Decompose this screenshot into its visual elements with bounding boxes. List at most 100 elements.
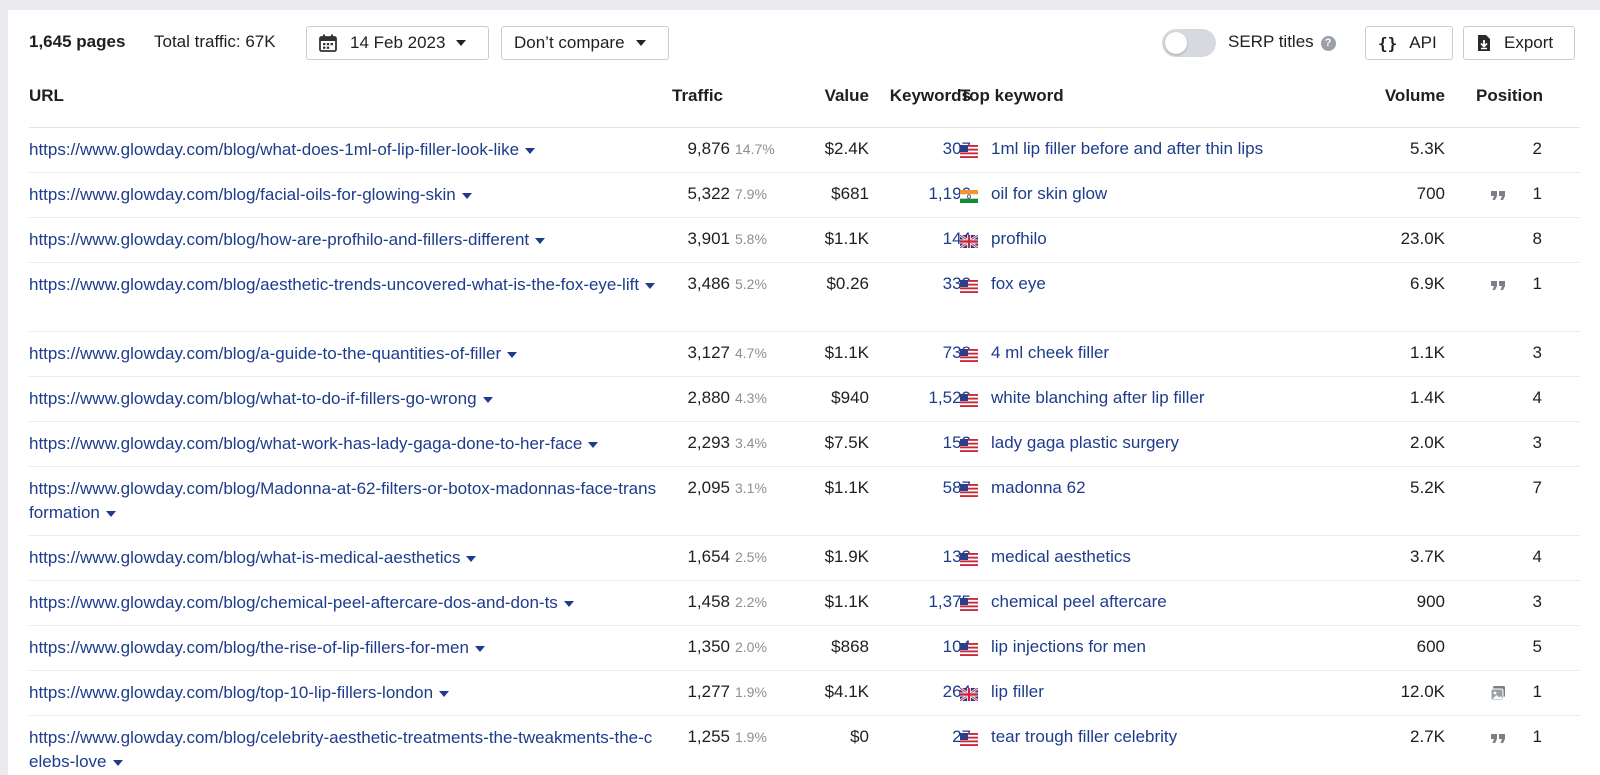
url-text[interactable]: https://www.glowday.com/blog/facial-oils… [29, 185, 456, 204]
top-keyword-link[interactable]: 4 ml cheek filler [991, 343, 1110, 362]
url-text[interactable]: https://www.glowday.com/blog/what-is-med… [29, 548, 461, 567]
table-row: https://www.glowday.com/blog/facial-oils… [29, 173, 1580, 218]
toolbar: 1,645 pages Total traffic: 67K 14 Feb 20… [8, 10, 1600, 74]
top-keyword-link[interactable]: medical aesthetics [991, 547, 1131, 566]
url-text[interactable]: https://www.glowday.com/blog/how-are-pro… [29, 230, 530, 249]
traffic-share: 2.2% [735, 594, 767, 610]
ranking-position: 3 [1532, 433, 1542, 452]
url-text[interactable]: https://www.glowday.com/blog/a-guide-to-… [29, 344, 502, 363]
url-link[interactable]: https://www.glowday.com/blog/what-to-do-… [29, 387, 657, 411]
chevron-down-icon[interactable] [563, 600, 574, 607]
traffic-share: 14.7% [735, 141, 775, 157]
url-link[interactable]: https://www.glowday.com/blog/facial-oils… [29, 183, 657, 207]
chevron-down-icon[interactable] [645, 282, 656, 289]
chevron-down-icon[interactable] [507, 351, 518, 358]
url-link[interactable]: https://www.glowday.com/blog/how-are-pro… [29, 228, 657, 252]
table-row: https://www.glowday.com/blog/what-work-h… [29, 422, 1580, 467]
chevron-down-icon[interactable] [535, 237, 546, 244]
url-link[interactable]: https://www.glowday.com/blog/what-is-med… [29, 546, 657, 570]
top-keyword-link[interactable]: tear trough filler celebrity [991, 727, 1178, 746]
url-link[interactable]: https://www.glowday.com/blog/a-guide-to-… [29, 342, 657, 366]
chevron-down-icon[interactable] [588, 441, 599, 448]
image-pack-icon [1490, 685, 1506, 701]
url-text[interactable]: https://www.glowday.com/blog/the-rise-of… [29, 638, 469, 657]
date-picker-button[interactable]: 14 Feb 2023 [306, 26, 489, 60]
traffic-share: 5.2% [735, 276, 767, 292]
url-link[interactable]: https://www.glowday.com/blog/the-rise-of… [29, 636, 657, 660]
column-header-value[interactable]: Value [824, 86, 869, 105]
url-link[interactable]: https://www.glowday.com/blog/top-10-lip-… [29, 681, 657, 705]
traffic-value-usd: $681 [831, 184, 869, 203]
url-link[interactable]: https://www.glowday.com/blog/what-work-h… [29, 432, 657, 456]
traffic-value-usd: $868 [831, 637, 869, 656]
ranking-position: 8 [1532, 229, 1542, 248]
top-keyword-link[interactable]: 1ml lip filler before and after thin lip… [991, 139, 1264, 158]
chevron-down-icon[interactable] [439, 690, 450, 697]
column-header-keywords[interactable]: Keywords [889, 86, 971, 105]
help-icon[interactable]: ? [1320, 35, 1336, 51]
traffic-value-usd: $0.26 [826, 274, 869, 293]
top-keyword-link[interactable]: madonna 62 [991, 478, 1086, 497]
ranking-position: 1 [1532, 184, 1542, 203]
url-text[interactable]: https://www.glowday.com/blog/what-does-1… [29, 140, 520, 159]
url-text[interactable]: https://www.glowday.com/blog/what-to-do-… [29, 389, 477, 408]
url-link[interactable]: https://www.glowday.com/blog/aesthetic-t… [29, 273, 657, 297]
column-header-position[interactable]: Position [1476, 86, 1544, 105]
column-header-url[interactable]: URL [29, 86, 64, 105]
top-keyword-link[interactable]: profhilo [991, 229, 1047, 248]
traffic-value-usd: $4.1K [824, 682, 869, 701]
api-label: API [1409, 33, 1437, 52]
top-keyword-link[interactable]: lip filler [991, 682, 1044, 701]
ranking-position: 7 [1532, 478, 1542, 497]
url-link[interactable]: https://www.glowday.com/blog/what-does-1… [29, 138, 657, 162]
chevron-down-icon[interactable] [474, 645, 485, 652]
top-keyword-link[interactable]: chemical peel aftercare [991, 592, 1167, 611]
top-pages-panel: 1,645 pages Total traffic: 67K 14 Feb 20… [8, 10, 1600, 775]
ranking-position: 3 [1532, 343, 1542, 362]
search-volume: 900 [1416, 592, 1445, 611]
column-header-top-keyword[interactable]: Top keyword [960, 86, 1064, 105]
url-text[interactable]: https://www.glowday.com/blog/top-10-lip-… [29, 683, 434, 702]
top-keyword-link[interactable]: fox eye [991, 274, 1046, 293]
table-row: https://www.glowday.com/blog/top-10-lip-… [29, 671, 1580, 716]
url-link[interactable]: https://www.glowday.com/blog/celebrity-a… [29, 726, 657, 774]
chevron-down-icon[interactable] [112, 759, 123, 766]
toggle-knob [1165, 32, 1187, 54]
url-link[interactable]: https://www.glowday.com/blog/chemical-pe… [29, 591, 657, 615]
url-text[interactable]: https://www.glowday.com/blog/chemical-pe… [29, 593, 558, 612]
url-link[interactable]: https://www.glowday.com/blog/Madonna-at-… [29, 477, 657, 525]
table-row: https://www.glowday.com/blog/what-to-do-… [29, 377, 1580, 422]
api-button[interactable]: {} API [1365, 26, 1453, 60]
traffic-value: 2,880 [687, 388, 730, 407]
download-icon [1478, 35, 1490, 51]
ranking-position: 2 [1532, 139, 1542, 158]
url-text[interactable]: https://www.glowday.com/blog/celebrity-a… [29, 728, 653, 771]
top-keyword-link[interactable]: lady gaga plastic surgery [991, 433, 1180, 452]
us-flag-icon [960, 482, 978, 497]
export-button[interactable]: Export [1463, 26, 1575, 60]
url-text[interactable]: https://www.glowday.com/blog/what-work-h… [29, 434, 583, 453]
url-text[interactable]: https://www.glowday.com/blog/Madonna-at-… [29, 479, 657, 522]
total-traffic: Total traffic: 67K [154, 32, 276, 51]
traffic-share: 3.4% [735, 435, 767, 451]
chevron-down-icon[interactable] [466, 555, 477, 562]
column-header-volume[interactable]: Volume [1384, 86, 1445, 105]
compare-dropdown[interactable]: Don’t compare [501, 26, 669, 60]
top-keyword-link[interactable]: white blanching after lip filler [991, 388, 1205, 407]
chevron-down-icon[interactable] [482, 396, 493, 403]
top-keyword-link[interactable]: lip injections for men [991, 637, 1146, 656]
table-header: URL Traffic Value Keywords Top keyword V… [29, 86, 1580, 128]
traffic-share: 2.0% [735, 639, 767, 655]
url-text[interactable]: https://www.glowday.com/blog/aesthetic-t… [29, 275, 640, 294]
chevron-down-icon[interactable] [105, 510, 116, 517]
calendar-icon [319, 34, 337, 52]
traffic-share: 3.1% [735, 480, 767, 496]
serp-titles-toggle[interactable] [1162, 29, 1216, 57]
column-header-traffic[interactable]: Traffic [672, 86, 724, 105]
ranking-position: 1 [1532, 682, 1542, 701]
chevron-down-icon[interactable] [461, 192, 472, 199]
table-row: https://www.glowday.com/blog/the-rise-of… [29, 626, 1580, 671]
us-flag-icon [960, 551, 978, 566]
chevron-down-icon[interactable] [525, 147, 536, 154]
top-keyword-link[interactable]: oil for skin glow [991, 184, 1108, 203]
